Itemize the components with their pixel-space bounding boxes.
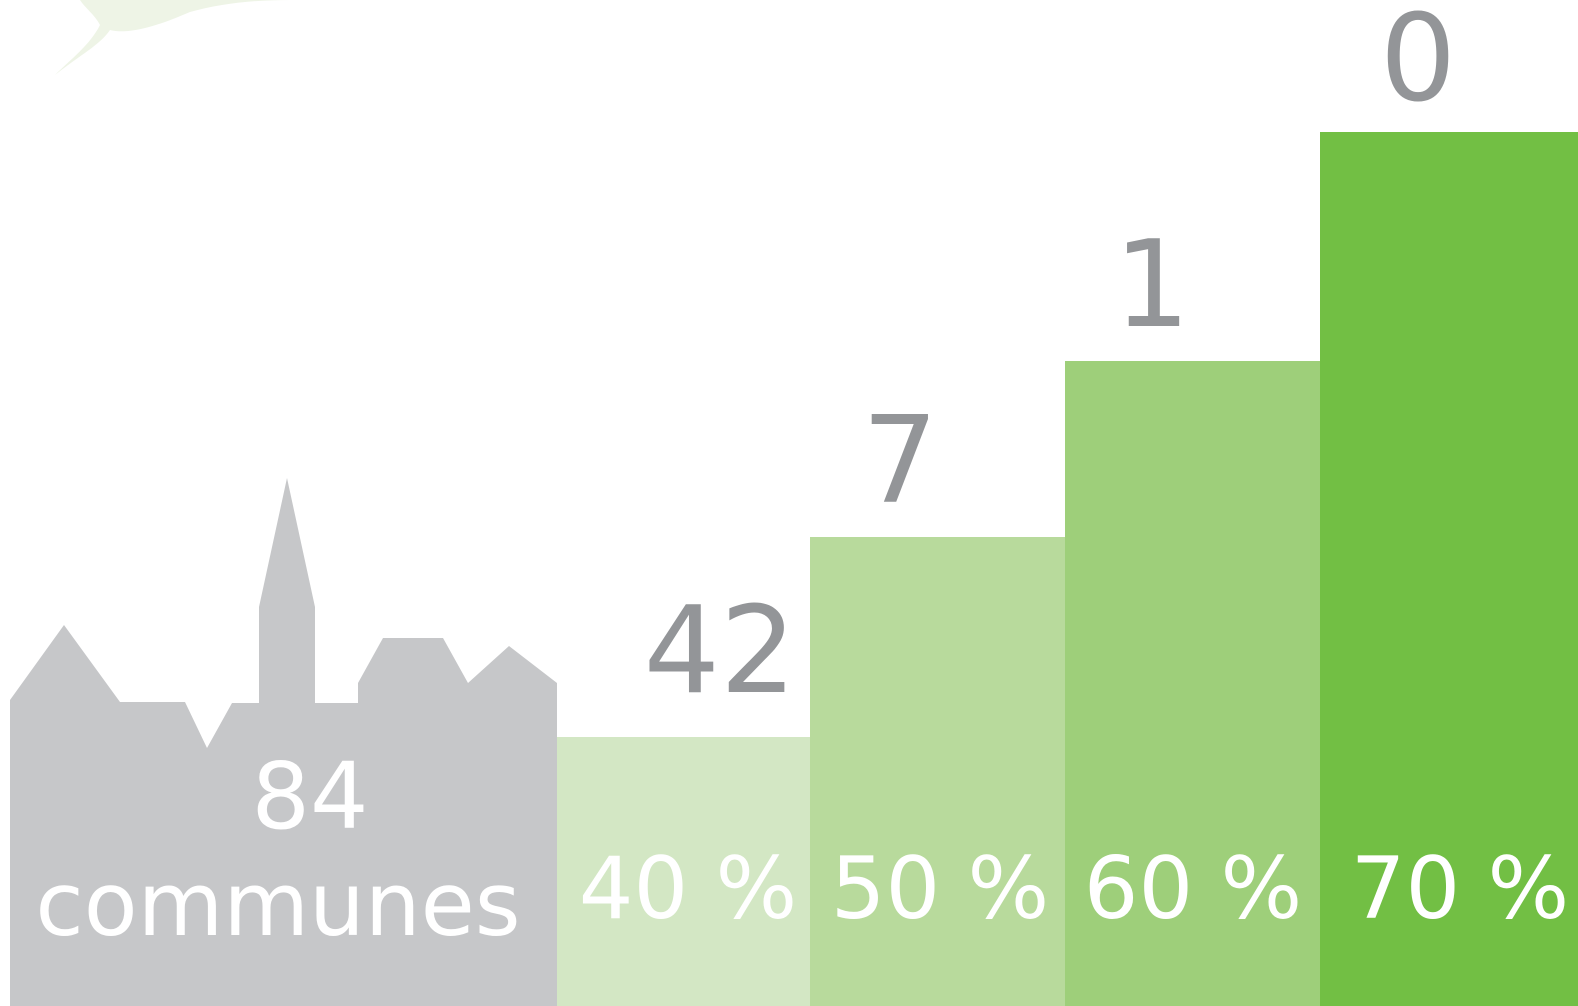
leaf-decoration	[55, 0, 290, 75]
step-bar	[557, 737, 811, 1006]
step-bar	[810, 537, 1066, 1006]
total-value: 84	[251, 743, 368, 850]
step-count: 0	[1380, 0, 1456, 129]
total-label: communes	[35, 853, 520, 956]
step-label: 40 %	[579, 839, 798, 939]
step-label: 50 %	[831, 839, 1050, 939]
step-label: 60 %	[1084, 839, 1303, 939]
step-count: 42	[644, 582, 797, 721]
step-bar	[1065, 361, 1321, 1006]
step-count: 7	[862, 392, 938, 531]
village-silhouette	[10, 478, 557, 1006]
step-count: 1	[1114, 216, 1190, 355]
step-label: 70 %	[1351, 839, 1570, 939]
step-bar	[1320, 132, 1578, 1006]
